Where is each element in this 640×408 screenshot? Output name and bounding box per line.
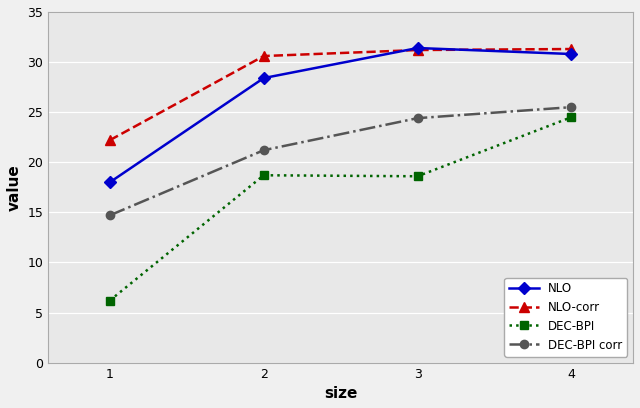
- Legend: NLO, NLO-corr, DEC-BPI, DEC-BPI corr: NLO, NLO-corr, DEC-BPI, DEC-BPI corr: [504, 277, 627, 357]
- NLO-corr: [413, 48, 421, 53]
- · DEC-BPI: [413, 174, 421, 179]
- NLO-corr: [568, 47, 575, 51]
- X-axis label: size: size: [324, 386, 357, 401]
- NLO: [413, 46, 421, 51]
- Line: · DEC-BPI: · DEC-BPI: [106, 113, 575, 305]
- NLO: [106, 180, 114, 185]
- Line: · DEC-BPI corr: · DEC-BPI corr: [106, 103, 575, 220]
- NLO: [260, 75, 268, 80]
- NLO-corr: [106, 138, 114, 143]
- NLO-corr: [260, 53, 268, 58]
- Line: NLO: NLO: [106, 44, 575, 186]
- · DEC-BPI: [260, 173, 268, 178]
- · DEC-BPI corr: [106, 213, 114, 218]
- · DEC-BPI: [106, 298, 114, 303]
- · DEC-BPI corr: [260, 148, 268, 153]
- Y-axis label: value: value: [7, 164, 22, 211]
- NLO: [568, 51, 575, 56]
- · DEC-BPI corr: [568, 105, 575, 110]
- · DEC-BPI corr: [413, 116, 421, 121]
- Line: NLO-corr: NLO-corr: [105, 44, 577, 145]
- · DEC-BPI: [568, 115, 575, 120]
